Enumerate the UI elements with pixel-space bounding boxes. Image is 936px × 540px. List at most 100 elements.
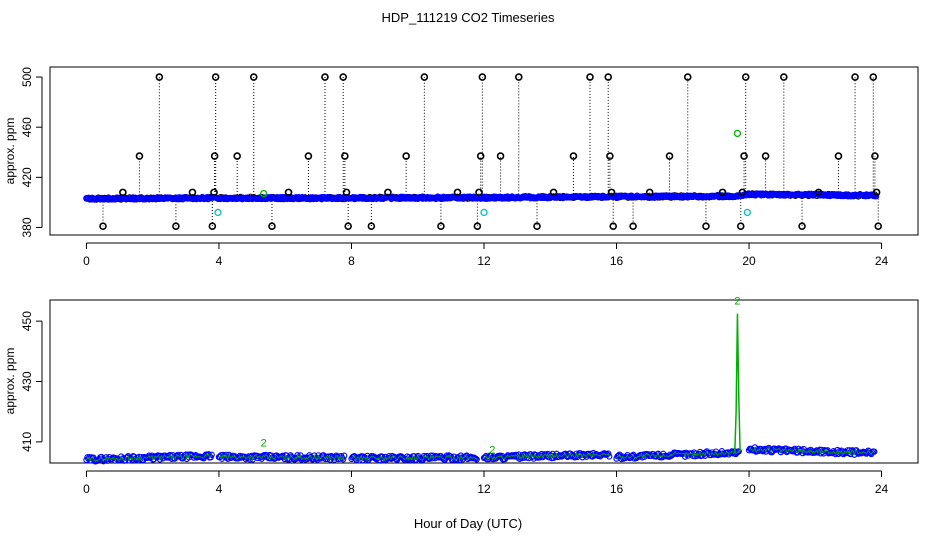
outlier-point [496, 152, 505, 160]
qc-point [606, 453, 613, 460]
outlier-point [606, 152, 614, 160]
flag-label: 2 [734, 296, 740, 308]
outlier-point [665, 152, 674, 160]
top-y-axis: 380 420 460 500 [20, 67, 43, 237]
top-plot-frame [49, 66, 919, 236]
x-tick-label: 0 [83, 254, 90, 268]
y-tick-label: 420 [20, 167, 34, 187]
outlier-point [533, 222, 541, 231]
outlier-point [834, 152, 843, 160]
outlier-point [629, 222, 637, 231]
bottom-x-axis: 0 4 8 12 16 20 24 [83, 470, 889, 496]
top-y-axis-label: approx. ppm [3, 118, 17, 185]
outlier-point [321, 73, 329, 81]
x-tick-label: 20 [742, 482, 756, 496]
outlier-point [304, 152, 313, 160]
qc-point [872, 193, 880, 200]
outlier-point [609, 222, 618, 231]
filtered-line [483, 451, 610, 461]
outlier-point [367, 222, 376, 231]
outlier-point [586, 73, 594, 81]
outlier-point [874, 222, 883, 231]
qc-point [605, 450, 612, 457]
bottom-marks: 2 2 2 [83, 296, 878, 465]
outlier-point [814, 188, 823, 197]
outlier-point [453, 188, 462, 197]
outlier-point [736, 222, 745, 231]
outlier-point [780, 73, 788, 81]
outlier-point [475, 188, 483, 197]
outlier-point [871, 152, 879, 160]
x-tick-label: 4 [216, 482, 223, 496]
top-marks [83, 73, 883, 231]
outlier-point [420, 73, 429, 81]
x-axis-title: Hour of Day (UTC) [414, 516, 522, 531]
y-tick-label: 430 [20, 371, 34, 391]
outlier-point [872, 188, 881, 197]
bottom-panel: 2 2 2 0 4 8 12 16 20 24 410 430 450 approx. ppm [3, 296, 919, 496]
x-tick-label: 16 [610, 254, 624, 268]
outlier-point [476, 152, 485, 160]
top-panel: 0 4 8 12 16 20 24 380 420 460 500 approx. ppm [3, 66, 919, 268]
qc-point [340, 456, 347, 463]
x-tick-label: 20 [742, 254, 756, 268]
outlier-point [869, 73, 878, 81]
x-tick-label: 12 [477, 254, 491, 268]
y-tick-label: 460 [20, 117, 34, 137]
outlier-point [549, 188, 558, 197]
spike-line [734, 313, 741, 453]
outlier-point [740, 152, 748, 160]
bottom-plot-frame [49, 299, 919, 464]
figure-title: HDP_111219 CO2 Timeseries [382, 10, 555, 25]
flagged-point [260, 189, 268, 198]
outlier-point [211, 73, 220, 81]
outlier-point [284, 188, 293, 197]
qc-point [341, 452, 348, 459]
outlier-point [761, 152, 770, 160]
x-tick-label: 0 [83, 482, 90, 496]
outlier-point [683, 73, 692, 81]
outlier-point [342, 188, 351, 197]
x-tick-label: 24 [875, 254, 889, 268]
outlier-point [268, 222, 276, 231]
flagged-point [214, 208, 222, 217]
flag-label: 2 [489, 444, 495, 456]
outlier-point [210, 188, 218, 197]
bottom-y-axis: 410 430 450 [20, 311, 43, 452]
x-tick-label: 12 [477, 482, 491, 496]
filtered-line [218, 453, 345, 461]
outlier-point [607, 188, 616, 197]
qc-point [735, 448, 742, 455]
y-tick-label: 380 [20, 217, 34, 237]
outlier-point [718, 188, 727, 197]
qc-point [788, 447, 795, 454]
outlier-point [135, 152, 144, 160]
outlier-point [738, 188, 747, 197]
outlier-point [249, 73, 258, 81]
filtered-line [86, 453, 213, 463]
outlier-point [172, 222, 180, 231]
outlier-point [569, 152, 578, 160]
filtered-line [748, 445, 875, 457]
x-tick-label: 8 [348, 482, 355, 496]
outlier-point [210, 152, 219, 160]
qc-point [472, 455, 479, 462]
outlier-point [344, 222, 352, 231]
qc-point [871, 448, 878, 455]
x-tick-label: 16 [610, 482, 624, 496]
outlier-point [119, 188, 127, 197]
filtered-line [351, 454, 477, 462]
qc-point [179, 455, 187, 462]
x-tick-label: 4 [216, 254, 223, 268]
outlier-point [514, 73, 523, 81]
x-tick-label: 24 [875, 482, 889, 496]
outlier-point [341, 152, 349, 160]
flagged-point [733, 129, 742, 138]
outlier-point [798, 222, 806, 231]
bottom-y-axis-label: approx. ppm [3, 348, 17, 415]
filtered-line [616, 450, 740, 461]
outlier-point [604, 73, 613, 81]
qc-point [473, 456, 480, 463]
outlier-point [402, 152, 410, 160]
